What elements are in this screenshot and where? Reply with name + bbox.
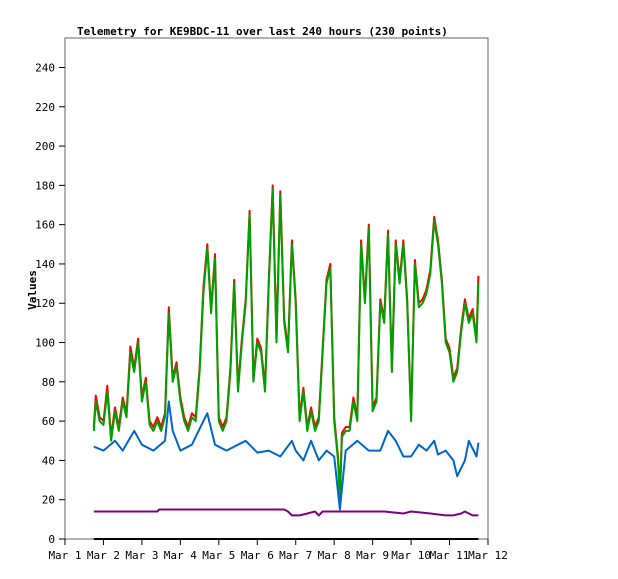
y-tick-label: 40	[42, 454, 55, 467]
y-tick-label: 160	[35, 219, 55, 232]
y-tick-label: 240	[35, 61, 55, 74]
chart-title: Telemetry for KE9BDC-11 over last 240 ho…	[77, 25, 448, 38]
series-layer	[92, 184, 480, 540]
x-tick-label: Mar 3	[125, 549, 158, 562]
axes-layer: 0 20 40 60 80 100 120 140 160 180 200 220 240 Mar 1 Ma…	[35, 61, 508, 562]
x-tick-label: Mar 4	[164, 549, 197, 562]
y-tick-label: 200	[35, 140, 55, 153]
series-line-channel-purple	[93, 508, 479, 517]
y-axis-label: Values	[26, 270, 39, 310]
x-tick-label: Mar 6	[241, 549, 274, 562]
y-tick-label: 180	[35, 179, 55, 192]
y-tick-label: 100	[35, 337, 55, 350]
y-tick-label: 220	[35, 101, 55, 114]
x-tick-label: Mar 1	[48, 549, 81, 562]
x-tick-label: Mar 11	[430, 549, 470, 562]
y-tick-label: 60	[42, 415, 55, 428]
series-line-channel-blue	[93, 400, 480, 511]
x-tick-label: Mar 9	[356, 549, 389, 562]
x-tick-label: Mar 12	[468, 549, 508, 562]
y-tick-label: 80	[42, 376, 55, 389]
series-line-channel-green	[92, 188, 480, 501]
x-tick-label: Mar 10	[391, 549, 431, 562]
y-tick-label: 20	[42, 494, 55, 507]
x-tick-label: Mar 5	[202, 549, 235, 562]
x-tick-label: Mar 7	[279, 549, 312, 562]
y-tick-label: 0	[48, 533, 55, 546]
x-tick-label: Mar 8	[318, 549, 351, 562]
y-tick-label: 140	[35, 258, 55, 271]
y-tick-label: 120	[35, 297, 55, 310]
plot-frame	[64, 37, 489, 540]
x-tick-label: Mar 2	[87, 549, 120, 562]
